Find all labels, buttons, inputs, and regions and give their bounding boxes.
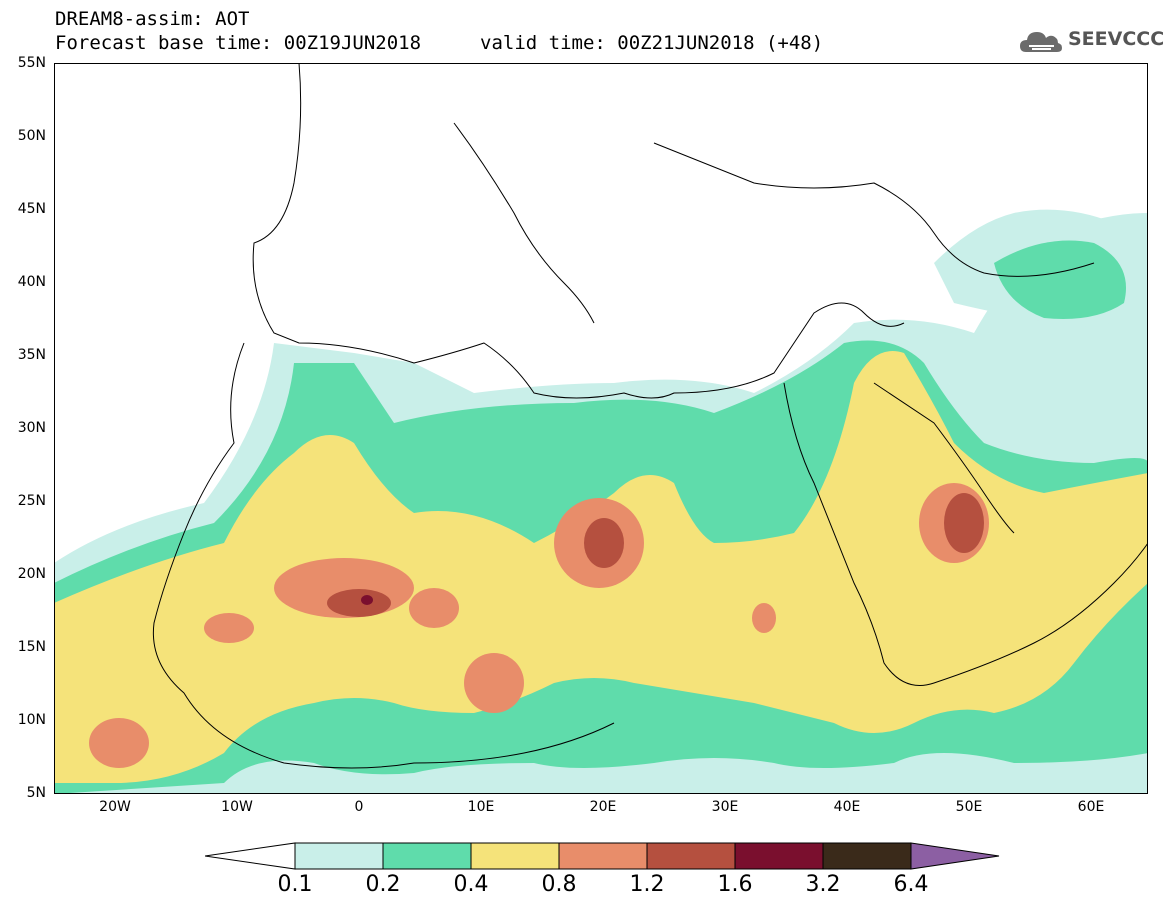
lon-label: 40E [833,799,861,815]
lat-label: 35N [17,347,46,363]
colorbar-segment-over [910,842,1000,870]
lon-label: 10W [221,799,253,815]
lat-label: 25N [17,493,46,509]
aot-map [54,63,1148,794]
lon-label: 20W [99,799,131,815]
logo-label: SEEVCCC [1068,28,1165,50]
lon-label: 10E [467,799,495,815]
lon-label: 50E [955,799,983,815]
colorbar-segment [822,842,912,870]
colorbar-segment [558,842,648,870]
lat-label: 30N [17,420,46,436]
lon-label: 20E [589,799,617,815]
colorbar-label: 1.6 [717,872,753,897]
colorbar-segment [382,842,472,870]
colorbar-segment [470,842,560,870]
forecast-base-time: Forecast base time: 00Z19JUN2018 [55,32,422,54]
lat-label: 15N [17,639,46,655]
colorbar-label: 0.8 [541,872,577,897]
lon-label: 30E [711,799,739,815]
lat-label: 5N [26,785,46,801]
lat-label: 40N [17,274,46,290]
colorbar-segment [734,842,824,870]
lon-label: 60E [1077,799,1105,815]
colorbar-label: 0.2 [365,872,401,897]
lat-label: 20N [17,566,46,582]
aot-contour-1.6 [361,595,373,605]
colorbar-label: 3.2 [805,872,841,897]
colorbar-segment [294,842,384,870]
seevccc-logo: SEEVCCC [1018,24,1164,56]
colorbar-label: 0.1 [277,872,313,897]
aot-contour-1.2 [327,493,984,617]
lat-label: 45N [17,201,46,217]
cloud-icon [1020,32,1062,52]
colorbar-segment [646,842,736,870]
colorbar-segment-under [205,842,296,870]
colorbar-label: 1.2 [629,872,665,897]
colorbar [205,842,1000,870]
coastlines [152,63,1148,769]
colorbar-label: 0.4 [453,872,489,897]
valid-time: valid time: 00Z21JUN2018 (+48) [480,32,824,54]
colorbar-label: 6.4 [893,872,929,897]
map-title: DREAM8-assim: AOT [55,8,250,30]
lon-label: 0 [354,799,364,815]
lat-label: 55N [17,55,46,71]
lat-label: 50N [17,128,46,144]
lat-label: 10N [17,712,46,728]
